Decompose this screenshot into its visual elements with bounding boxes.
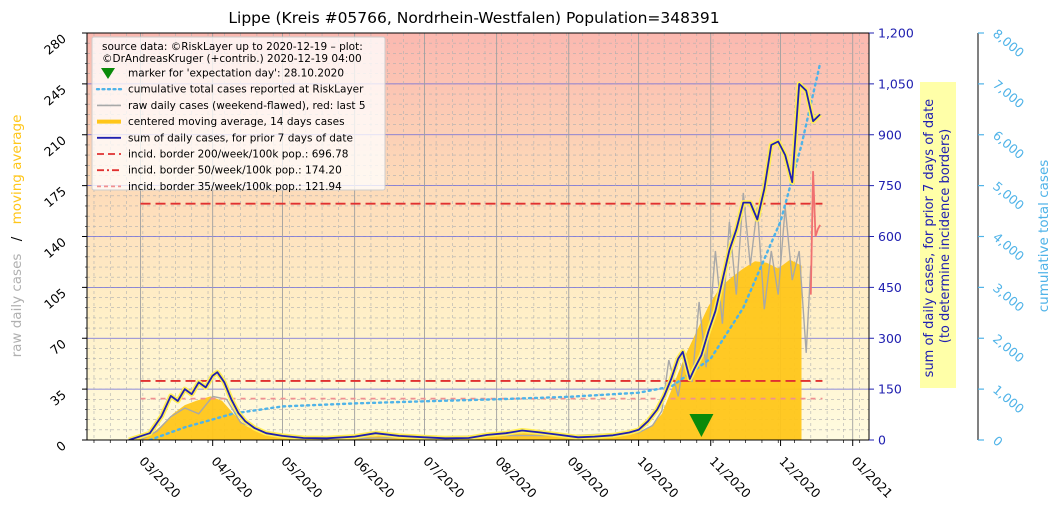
left-axis-tick-label: 175 [41, 183, 69, 210]
legend: source data: ©RiskLayer up to 2020-12-19… [91, 36, 386, 193]
right-axis-label-box [920, 82, 956, 388]
right-axis-tick-label: 1,200 [878, 26, 914, 41]
right-axis-tick-label: 750 [878, 178, 902, 193]
far-right-axis-tick-label: 0 [990, 433, 1006, 450]
right-axis-label-line2: (to determine incidence borders) [938, 129, 953, 344]
x-axis-tick-label: 10/2020 [634, 454, 681, 501]
x-axis-tick-label: 09/2020 [565, 454, 612, 501]
legend-label: cumulative total cases reported at RiskL… [128, 84, 364, 96]
right-axis: 0 150 300 450 600 750 900 1,050 1,200 [869, 26, 914, 448]
legend-source-line1: source data: ©RiskLayer up to 2020-12-19… [102, 41, 363, 53]
x-axis-tick-label: 04/2020 [209, 454, 256, 501]
x-axis-tick-label: 03/2020 [136, 454, 183, 501]
far-right-axis-tick-label: 3,000 [990, 280, 1027, 315]
legend-source-line2: ©DrAndreasKruger (+contrib.) 2020-12-19 … [102, 53, 362, 65]
far-right-axis-tick-label: 5,000 [990, 178, 1027, 213]
far-right-axis-tick-label: 1,000 [990, 382, 1027, 417]
x-axis: 03/2020 04/2020 05/2020 06/2020 07/2020 08/20… [93, 440, 896, 501]
left-axis-tick-label: 0 [53, 438, 69, 455]
legend-label: centered moving average, 14 days cases [128, 116, 345, 128]
right-axis-tick-label: 150 [878, 382, 902, 397]
legend-marker-symbol [101, 68, 115, 79]
far-right-axis-tick-label: 2,000 [990, 331, 1027, 366]
left-axis-tick-label: 245 [41, 82, 69, 109]
x-axis-tick-label: 12/2020 [776, 454, 823, 501]
right-axis-tick-label: 1,050 [878, 76, 914, 91]
legend-label: sum of daily cases, for prior 7 days of … [128, 132, 353, 144]
left-axis-tick-label: 280 [41, 31, 69, 58]
legend-label: incid. border 50/week/100k pop.: 174.20 [128, 165, 342, 177]
left-axis-label-sep: / [9, 236, 25, 241]
right-axis-tick-label: 900 [878, 127, 902, 142]
left-axis-tick-label: 140 [41, 234, 69, 261]
legend-label: incid. border 35/week/100k pop.: 121.94 [128, 181, 342, 193]
series-lines [128, 62, 823, 440]
markers [689, 414, 714, 437]
legend-label: marker for 'expectation day': 28.10.2020 [128, 68, 344, 80]
left-axis-label-avg: moving average [9, 115, 25, 225]
right-axis-tick-label: 600 [878, 229, 902, 244]
x-axis-tick-label: 07/2020 [420, 454, 467, 501]
far-right-axis-label: cumulative total cases [1036, 160, 1052, 313]
left-axis-label-raw: raw daily cases [9, 254, 25, 358]
cumulative-line [148, 62, 822, 440]
left-axis: 0 35 70 105 140 175 210 245 280 [41, 31, 87, 455]
x-axis-tick-label: 06/2020 [351, 454, 398, 501]
x-axis-tick-label: 11/2020 [707, 454, 754, 501]
far-right-axis-tick-label: 7,000 [990, 77, 1027, 112]
right-axis-tick-label: 300 [878, 331, 902, 346]
legend-label: incid. border 200/week/100k pop.: 696.78 [128, 149, 348, 161]
right-axis-label-line1: sum of daily cases, for prior 7 days of … [922, 99, 937, 378]
far-right-axis-tick-label: 8,000 [990, 26, 1027, 61]
legend-label: raw daily cases (weekend-flawed), red: l… [128, 100, 366, 112]
left-axis-tick-label: 70 [47, 336, 69, 358]
chart-title: Lippe (Kreis #05766, Nordrhein-Westfalen… [228, 9, 719, 27]
x-axis-tick-label: 01/2021 [849, 454, 896, 501]
left-axis-label: raw daily cases / moving average [9, 115, 25, 358]
x-axis-tick-label: 05/2020 [278, 454, 325, 501]
expectation-day-marker [689, 414, 714, 437]
left-axis-tick-label: 35 [47, 387, 69, 409]
raw-daily-last5-line [809, 171, 821, 295]
left-axis-tick-label: 210 [41, 133, 69, 160]
sum7-line [128, 83, 821, 440]
x-axis-tick-label: 08/2020 [492, 454, 539, 501]
far-right-axis: 0 1,000 2,000 3,000 4,000 5,000 6,000 7,000 8,00… [977, 26, 1027, 450]
raw-daily-line [140, 192, 812, 440]
right-axis-label: sum of daily cases, for prior 7 days of … [922, 95, 953, 378]
far-right-axis-tick-label: 6,000 [990, 128, 1027, 163]
right-axis-tick-label: 450 [878, 280, 902, 295]
right-axis-tick-label: 0 [878, 433, 886, 448]
legend-box [91, 36, 386, 191]
left-axis-tick-label: 105 [41, 285, 69, 312]
far-right-axis-tick-label: 4,000 [990, 229, 1027, 264]
